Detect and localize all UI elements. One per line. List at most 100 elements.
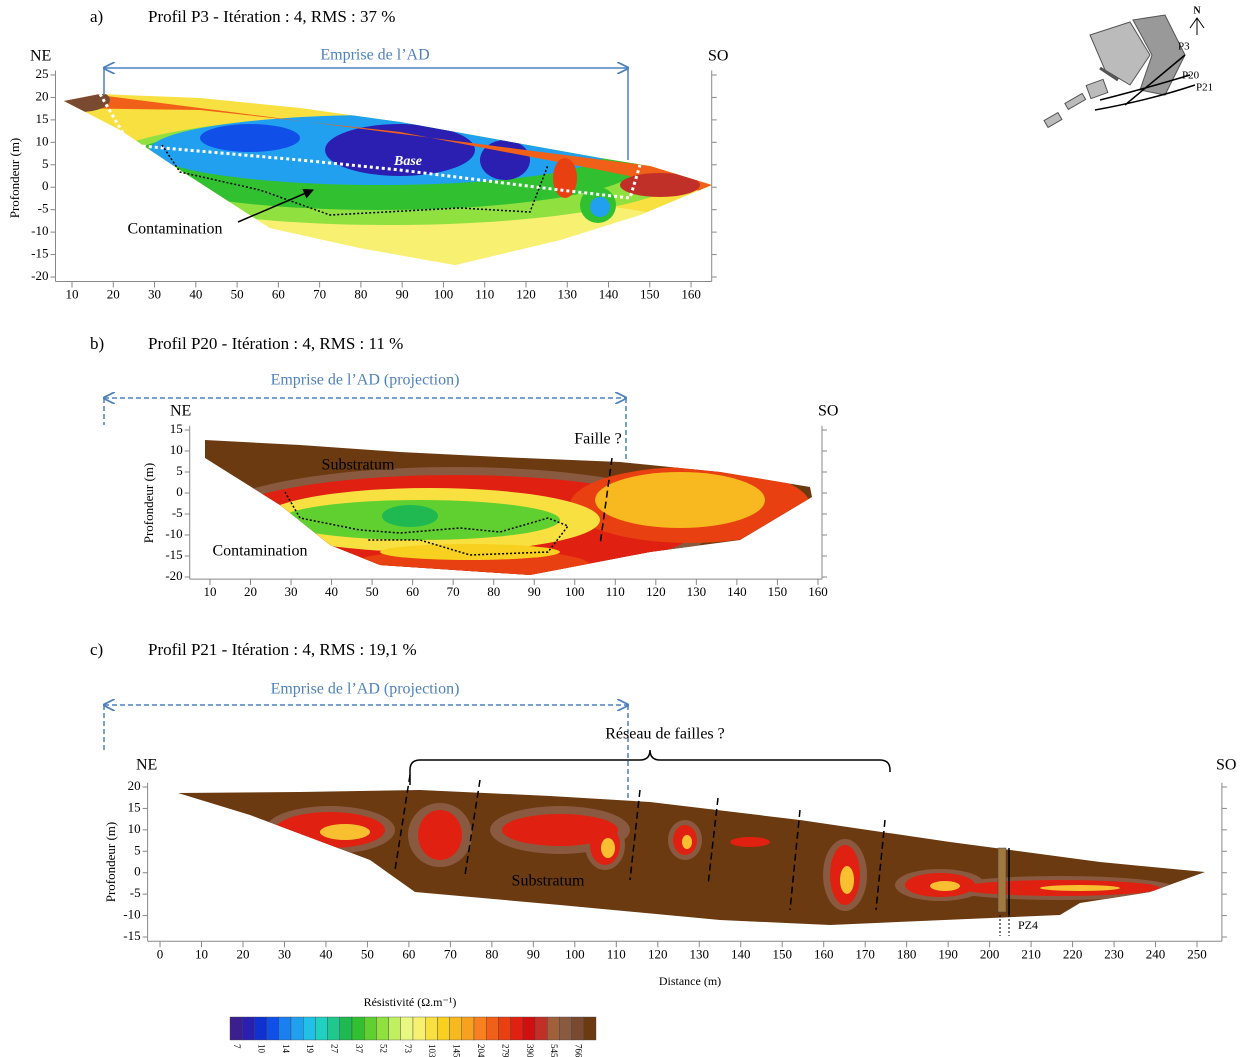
y-axis-label: Profondeur (m) (103, 822, 118, 903)
x-tick-label: 130 (687, 584, 707, 599)
x-tick-label: 110 (607, 946, 626, 961)
colorbar-swatch (425, 1016, 438, 1041)
direction-label: SO (1216, 757, 1236, 774)
x-tick-label: 70 (447, 584, 460, 599)
colorbar-swatch (229, 1016, 243, 1041)
direction-label: NE (30, 48, 51, 65)
colorbar-label: 766 (574, 1044, 584, 1057)
y-tick-label: -5 (130, 885, 141, 900)
colorbar-swatch (364, 1016, 377, 1041)
fault-lines (394, 774, 886, 911)
y-tick-label: -15 (31, 246, 48, 261)
y-tick-label: -10 (123, 907, 140, 922)
section-c (178, 790, 1205, 925)
x-tick-label: 50 (361, 946, 374, 961)
colorbar-swatch (486, 1016, 499, 1041)
x-tick-label: 100 (565, 584, 585, 599)
x-tick-label: 180 (897, 946, 917, 961)
x-tick-label: 20 (237, 946, 250, 961)
annotation: Emprise de l’AD (projection) (271, 372, 460, 389)
colorbar-title: Résistivité (Ω.m⁻¹) (364, 995, 457, 1009)
colorbar-swatch (571, 1016, 584, 1041)
colorbar-swatch (327, 1016, 341, 1041)
colorbar-label: 545 (549, 1044, 559, 1057)
colorbar-swatch (412, 1016, 426, 1041)
x-axis-label: Distance (m) (659, 974, 721, 988)
colorbar-swatch (534, 1016, 548, 1041)
y-tick-label: 10 (36, 133, 49, 148)
colorbar-swatch (510, 1016, 524, 1041)
y-tick-label: 10 (128, 821, 141, 836)
x-tick-label: 110 (606, 584, 625, 599)
x-tick-label: 80 (354, 286, 367, 301)
x-tick-label: 40 (189, 286, 202, 301)
base-line (98, 93, 642, 200)
x-tick-label: 150 (768, 584, 788, 599)
x-tick-label: 170 (855, 946, 875, 961)
x-tick-label: 150 (640, 286, 660, 301)
x-tick-label: 100 (434, 286, 454, 301)
annotation: Base (393, 154, 422, 169)
y-tick-label: -20 (31, 268, 48, 283)
colorbar-swatch (498, 1016, 511, 1041)
x-tick-label: 70 (444, 946, 457, 961)
x-tick-label: 60 (402, 946, 415, 961)
x-tick-label: 30 (278, 946, 291, 961)
x-tick-label: 150 (772, 946, 792, 961)
x-tick-label: 140 (731, 946, 751, 961)
panel-title: Profil P20 - Itération : 4, RMS : 11 % (148, 334, 403, 353)
colorbar-swatch (559, 1016, 572, 1041)
map-label: P21 (1196, 82, 1213, 94)
x-tick-label: 110 (475, 286, 494, 301)
colorbar-label: 52 (378, 1044, 388, 1053)
x-tick-label: 10 (66, 286, 79, 301)
contamination-outline (161, 144, 549, 216)
x-tick-label: 160 (681, 286, 701, 301)
colorbar-swatch (522, 1016, 536, 1041)
x-tick-label: 130 (690, 946, 710, 961)
y-tick-label: 0 (134, 864, 141, 879)
x-tick-label: 0 (157, 946, 164, 961)
x-tick-label: 160 (808, 584, 828, 599)
x-tick-label: 160 (814, 946, 834, 961)
x-tick-label: 210 (1021, 946, 1041, 961)
colorbar-swatch (376, 1016, 389, 1041)
panel-label: b) (90, 334, 104, 353)
colorbar-swatch (461, 1016, 475, 1041)
colorbar-swatch (473, 1016, 487, 1041)
y-tick-label: 25 (36, 66, 49, 81)
y-tick-label: 0 (176, 484, 183, 499)
colorbar-swatch (254, 1016, 267, 1041)
colorbar-label: 10 (256, 1044, 266, 1054)
colorbar-swatch (351, 1016, 365, 1041)
annotation: Emprise de l’AD (projection) (271, 681, 460, 698)
x-tick-label: 60 (406, 584, 419, 599)
colorbar-label: 145 (452, 1044, 462, 1057)
y-axis-label: Profondeur (m) (7, 138, 22, 219)
annotation: Contamination (127, 221, 222, 238)
colorbar-label: 27 (330, 1044, 340, 1054)
y-tick-label: -10 (31, 223, 48, 238)
colorbar-swatch (339, 1016, 353, 1041)
annotation: Contamination (212, 543, 307, 560)
colorbar-swatch (547, 1016, 560, 1041)
y-tick-label: -10 (165, 526, 182, 541)
colorbar-label: 7 (232, 1044, 242, 1049)
direction-label: SO (818, 403, 838, 420)
x-tick-label: 100 (565, 946, 585, 961)
x-tick-label: 140 (599, 286, 619, 301)
colorbar-swatch (303, 1016, 316, 1041)
x-tick-label: 50 (231, 286, 244, 301)
y-tick-label: -5 (38, 201, 49, 216)
x-tick-label: 30 (148, 286, 161, 301)
x-tick-label: 40 (319, 946, 332, 961)
y-tick-label: 15 (128, 799, 141, 814)
x-tick-label: 250 (1187, 946, 1207, 961)
colorbar-label: 103 (427, 1044, 437, 1057)
x-tick-label: 190 (938, 946, 958, 961)
y-tick-label: 5 (176, 463, 183, 478)
colorbar-label: 279 (500, 1044, 510, 1057)
x-tick-label: 70 (313, 286, 326, 301)
map-label: P20 (1182, 70, 1200, 82)
